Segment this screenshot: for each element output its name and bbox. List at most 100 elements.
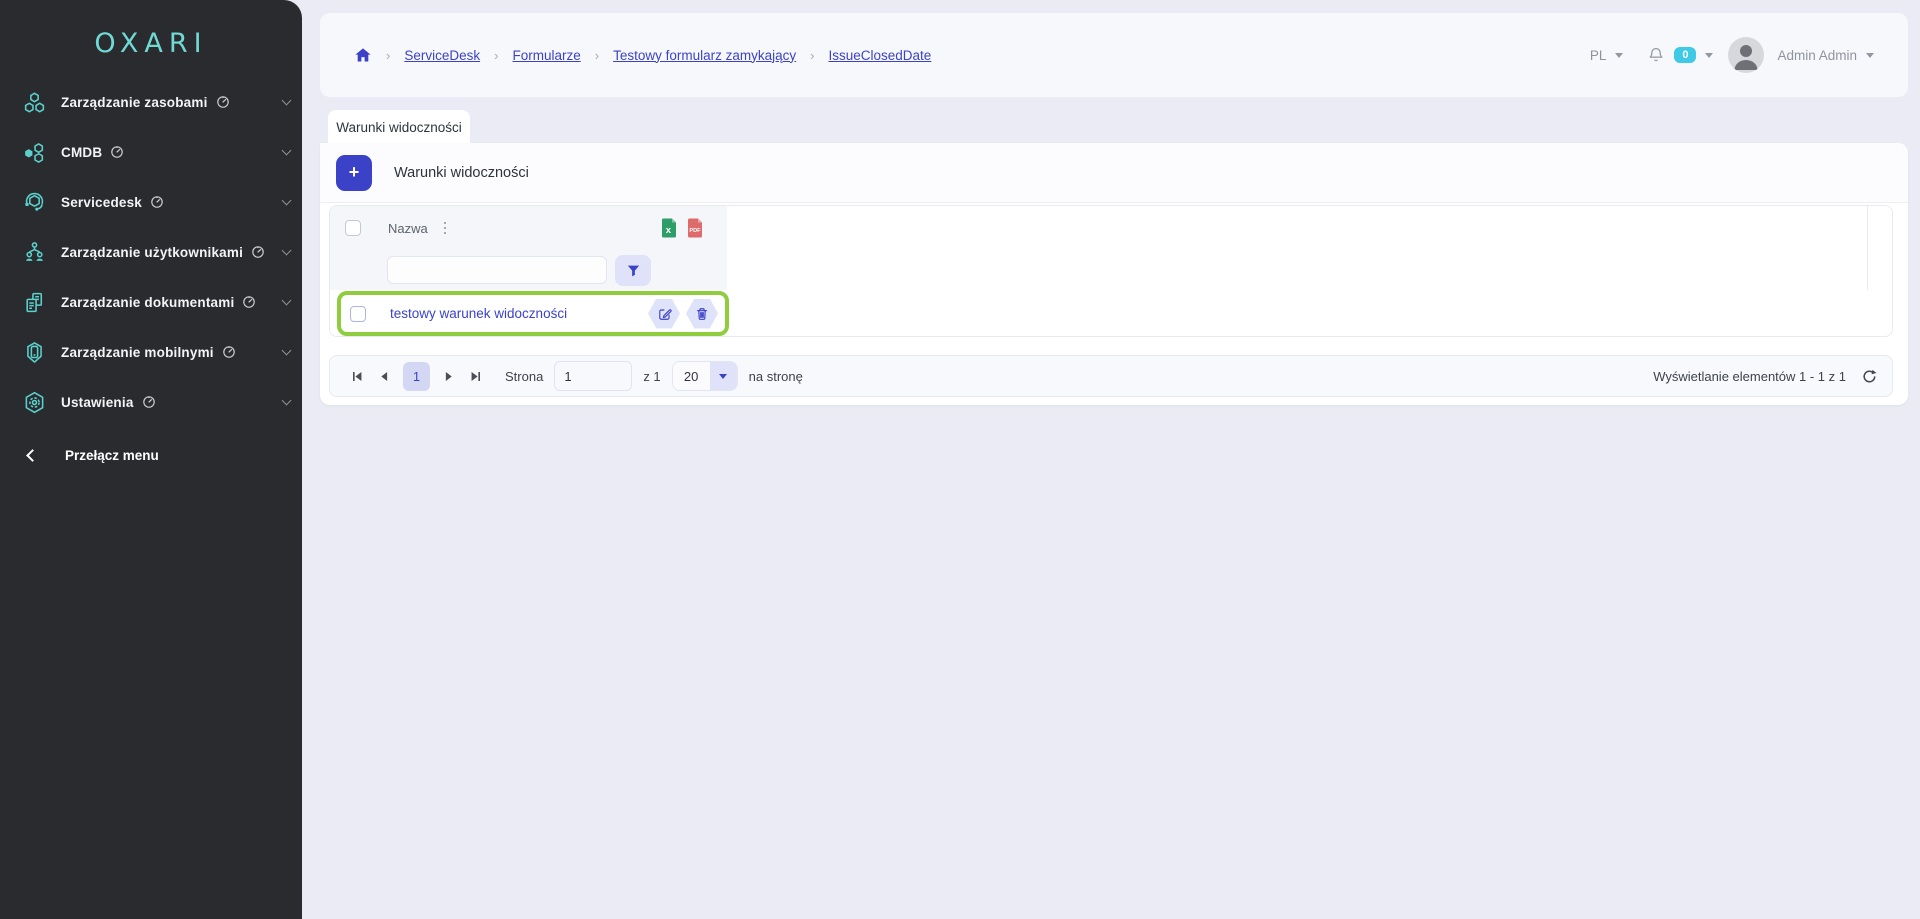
breadcrumb: › ServiceDesk › Formularze › Testowy for…	[354, 46, 931, 64]
page-number-input[interactable]	[554, 361, 633, 391]
sidebar-item-zarzadzanie-mobilnymi[interactable]: Zarządzanie mobilnymi	[0, 327, 302, 377]
sidebar-item-zarzadzanie-zasobami[interactable]: Zarządzanie zasobami	[0, 77, 302, 127]
tab-warunki-widocznosci[interactable]: Warunki widoczności	[328, 110, 470, 144]
previous-page-button[interactable]	[371, 365, 398, 388]
sidebar-item-ustawienia[interactable]: Ustawienia	[0, 377, 302, 427]
cmdb-hexagons-icon	[22, 140, 47, 165]
nazwa-filter-input[interactable]	[387, 256, 607, 284]
chevron-down-icon[interactable]	[1866, 52, 1874, 58]
add-warunek-button[interactable]: +	[336, 154, 372, 191]
gauge-badge-icon	[216, 95, 230, 109]
page-size-select[interactable]: 20	[671, 361, 738, 391]
grid-filter-row	[330, 250, 1892, 290]
grid-data-row: testowy warunek widoczności	[330, 290, 1892, 336]
column-menu-icon[interactable]	[441, 219, 450, 238]
breadcrumb-link-issuecloseddate[interactable]: IssueClosedDate	[828, 47, 932, 63]
breadcrumb-link-formularze[interactable]: Formularze	[512, 47, 581, 63]
chevron-down-icon[interactable]	[1705, 52, 1714, 58]
data-grid: Nazwa x PDF	[329, 205, 1893, 337]
toolbar-label: Warunki widoczności	[394, 164, 529, 181]
breadcrumb-link-testowy-formularz[interactable]: Testowy formularz zamykający	[613, 47, 797, 63]
last-page-button[interactable]	[462, 365, 489, 388]
user-name[interactable]: Admin Admin	[1777, 47, 1857, 63]
delete-row-button[interactable]	[686, 298, 718, 329]
breadcrumb-link-servicedesk[interactable]: ServiceDesk	[404, 47, 481, 63]
notification-count-badge[interactable]: 0	[1674, 47, 1697, 63]
edit-icon	[656, 306, 673, 322]
breadcrumb-separator: ›	[810, 47, 815, 63]
sidebar-item-zarzadzanie-dokumentami[interactable]: Zarządzanie dokumentami	[0, 277, 302, 327]
chevron-down-icon	[281, 95, 292, 106]
chevron-down-icon	[709, 362, 737, 390]
sidebar-item-label: Zarządzanie zasobami	[61, 94, 208, 110]
org-users-icon	[22, 240, 47, 265]
edit-row-button[interactable]	[648, 298, 680, 329]
svg-text:PDF: PDF	[689, 228, 701, 234]
gauge-badge-icon	[110, 145, 124, 159]
gear-icon	[22, 390, 47, 415]
grid-header-row: Nazwa x PDF	[330, 206, 1892, 250]
select-row-checkbox[interactable]	[350, 305, 366, 322]
mobile-device-icon	[22, 340, 47, 365]
column-header-nazwa: Nazwa	[388, 220, 428, 236]
chevron-down-icon	[281, 245, 292, 256]
pdf-export-icon[interactable]: PDF	[686, 218, 704, 239]
sidebar-item-label: Ustawienia	[61, 394, 134, 410]
highlighted-row[interactable]: testowy warunek widoczności	[337, 291, 729, 336]
chevron-down-icon	[281, 345, 292, 356]
sidebar-item-label: CMDB	[61, 144, 103, 160]
strona-label: Strona	[505, 368, 544, 384]
oxari-logo: OXARI	[94, 28, 208, 59]
next-page-button[interactable]	[435, 365, 462, 388]
items-summary-label: Wyświetlanie elementów 1 - 1 z 1	[1653, 368, 1846, 384]
grid-right-divider	[1867, 206, 1868, 336]
pager-summary: Wyświetlanie elementów 1 - 1 z 1	[1653, 368, 1878, 385]
trash-icon	[694, 306, 710, 322]
excel-export-icon[interactable]: x	[660, 218, 678, 239]
page-size-value: 20	[672, 362, 710, 390]
assets-cluster-icon	[22, 90, 47, 115]
tab-label: Warunki widoczności	[336, 119, 462, 135]
headset-icon	[22, 190, 47, 215]
filter-button[interactable]	[615, 254, 651, 286]
chevron-down-icon[interactable]	[1615, 52, 1624, 58]
language-selector[interactable]: PL	[1589, 47, 1607, 63]
refresh-icon[interactable]	[1861, 368, 1878, 385]
chevron-down-icon	[281, 195, 292, 206]
sidebar-item-label: Zarządzanie użytkownikami	[61, 244, 244, 260]
row-name-link[interactable]: testowy warunek widoczności	[390, 306, 568, 321]
breadcrumb-separator: ›	[386, 47, 391, 63]
first-page-button[interactable]	[344, 365, 371, 388]
gauge-badge-icon	[251, 245, 265, 259]
toolbar: + Warunki widoczności	[320, 143, 1908, 203]
funnel-icon	[626, 263, 641, 278]
sidebar-item-cmdb[interactable]: CMDB	[0, 127, 302, 177]
sidebar-nav: Zarządzanie zasobami CMDB	[0, 77, 302, 427]
chevron-left-icon	[26, 448, 39, 462]
avatar[interactable]	[1728, 37, 1765, 73]
grid-pager: 1 Strona z 1 20 na stronę Wyświetlanie e…	[329, 355, 1893, 397]
sidebar-item-servicedesk[interactable]: Servicedesk	[0, 177, 302, 227]
chevron-down-icon	[281, 395, 292, 406]
per-page-label: na stronę	[748, 368, 803, 384]
breadcrumb-bar: › ServiceDesk › Formularze › Testowy for…	[320, 13, 1908, 97]
select-all-checkbox[interactable]	[345, 220, 361, 236]
bell-icon[interactable]	[1647, 46, 1665, 64]
gauge-badge-icon	[150, 195, 164, 209]
of-pages-label: z 1	[643, 368, 661, 384]
gauge-badge-icon	[242, 295, 256, 309]
sidebar-item-label: Servicedesk	[61, 194, 143, 210]
collapse-menu-button[interactable]: Przełącz menu	[0, 430, 302, 480]
page-number-button[interactable]: 1	[403, 361, 430, 391]
home-icon[interactable]	[354, 46, 372, 64]
chevron-down-icon	[281, 145, 292, 156]
sidebar: OXARI Zarządzanie zasobami	[0, 0, 302, 919]
topbar-right: PL 0 Admin Admin	[1590, 37, 1874, 73]
sidebar-item-zarzadzanie-uzytkownikami[interactable]: Zarządzanie użytkownikami	[0, 227, 302, 277]
documents-icon	[22, 290, 47, 315]
plus-icon: +	[348, 162, 360, 182]
gauge-badge-icon	[142, 395, 156, 409]
svg-text:x: x	[666, 225, 672, 236]
breadcrumb-separator: ›	[494, 47, 499, 63]
